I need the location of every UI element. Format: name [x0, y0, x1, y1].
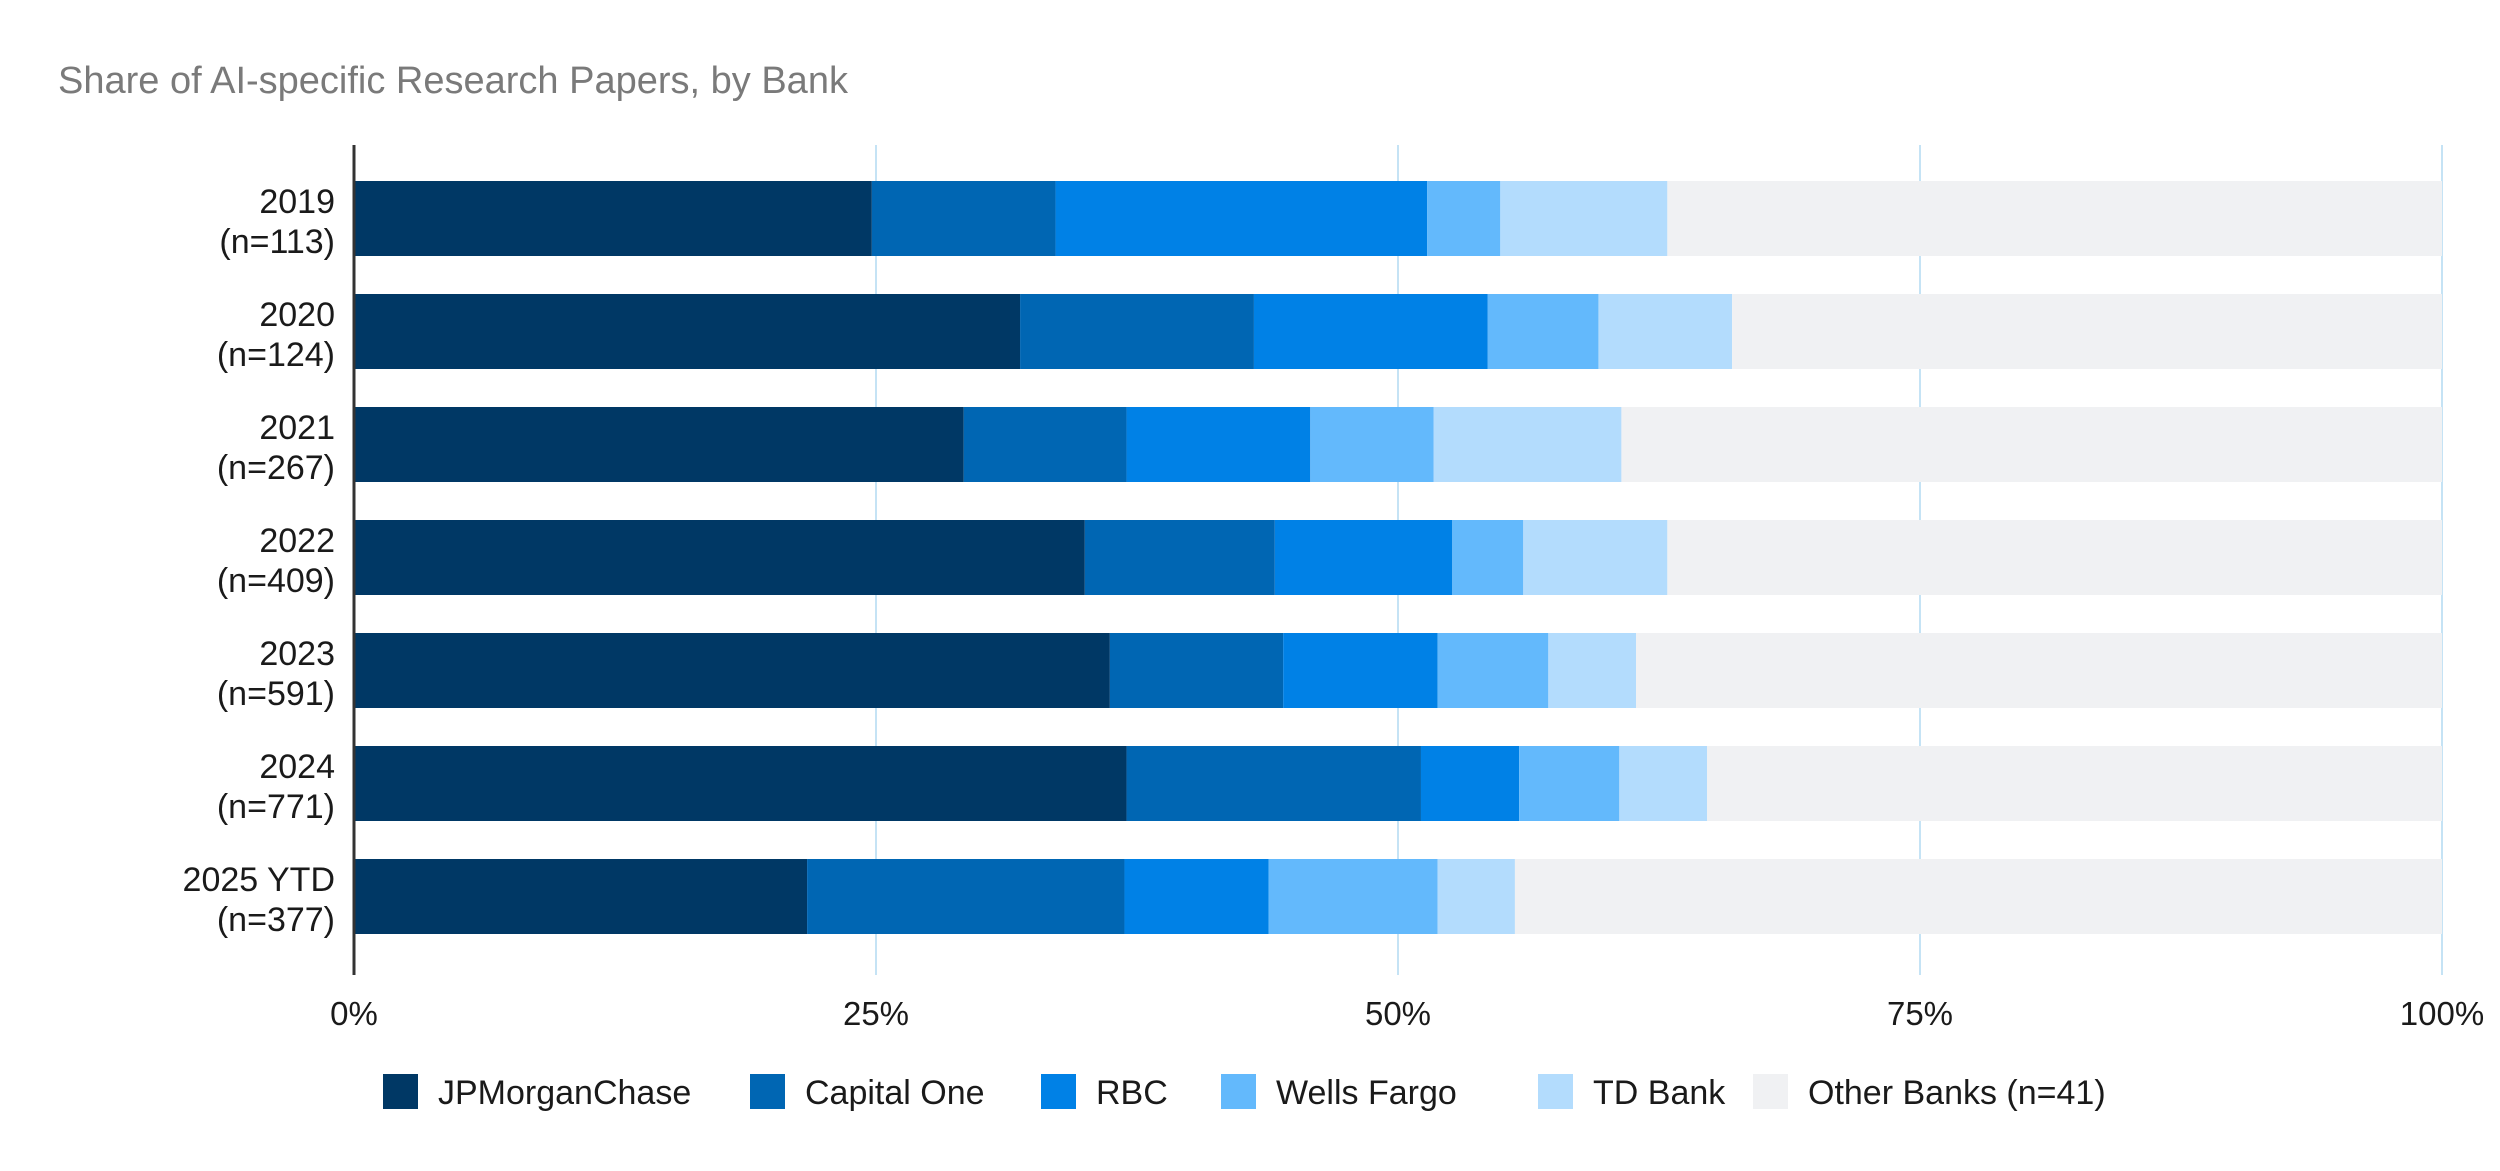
legend-label: Wells Fargo: [1276, 1074, 1457, 1112]
bar-segment: [1283, 633, 1438, 708]
legend-swatch: [383, 1074, 418, 1109]
category-count-label: (n=113): [219, 223, 335, 261]
bar-segment: [1732, 294, 2442, 369]
chart-title: Share of AI-specific Research Papers, by…: [58, 60, 849, 102]
category-labels: 2019(n=113)2020(n=124)2021(n=267)2022(n=…: [183, 183, 335, 939]
category-label: 2021: [259, 409, 335, 447]
bar-segments: [354, 181, 2442, 934]
bar-segment: [354, 181, 872, 256]
bar-segment: [354, 294, 1021, 369]
legend-label: Capital One: [805, 1074, 985, 1112]
legend-swatch: [750, 1074, 785, 1109]
bar-segment: [1020, 294, 1254, 369]
bar-segment: [354, 859, 808, 934]
bar-segment: [1487, 294, 1599, 369]
x-tick-labels: 0% 25% 50% 75% 100%: [330, 995, 2484, 1032]
category-count-label: (n=124): [217, 336, 335, 374]
legend-label: TD Bank: [1593, 1074, 1726, 1112]
legend-label: RBC: [1096, 1074, 1168, 1112]
category-label: 2022: [259, 522, 335, 560]
bar-segment: [1055, 181, 1428, 256]
x-tick-label: 100%: [2400, 995, 2484, 1032]
category-count-label: (n=409): [217, 562, 335, 600]
bar-segment: [1420, 746, 1520, 821]
legend: JPMorganChase Capital One RBC Wells Fargo TD…: [383, 1074, 2106, 1112]
category-label: 2024: [259, 748, 335, 786]
category-count-label: (n=267): [217, 449, 335, 487]
bar-segment: [1437, 859, 1515, 934]
category-count-label: (n=377): [217, 901, 335, 939]
bar-segment: [1433, 407, 1622, 482]
category-count-label: (n=771): [217, 788, 335, 826]
legend-swatch: [1041, 1074, 1076, 1109]
bar-segment: [1667, 520, 2442, 595]
legend-label: JPMorganChase: [438, 1074, 691, 1112]
category-label: 2023: [259, 635, 335, 673]
category-label: 2025 YTD: [183, 861, 335, 899]
bar-segment: [1274, 520, 1453, 595]
legend-swatch: [1753, 1074, 1788, 1109]
bar-segment: [871, 181, 1056, 256]
bar-segment: [1619, 746, 1708, 821]
bar-segment: [1109, 633, 1284, 708]
bar-segment: [1126, 407, 1311, 482]
bar-segment: [1310, 407, 1434, 482]
bar-segment: [1523, 520, 1668, 595]
category-label: 2019: [259, 183, 335, 221]
bar-segment: [1514, 859, 2442, 934]
bar-segment: [1519, 746, 1620, 821]
bar-segment: [354, 746, 1127, 821]
category-count-label: (n=591): [217, 675, 335, 713]
bar-segment: [1437, 633, 1549, 708]
bar-segment: [1126, 746, 1421, 821]
bar-segment: [354, 633, 1110, 708]
bar-segment: [1598, 294, 1733, 369]
bar-segment: [1636, 633, 2442, 708]
bar-segment: [1084, 520, 1275, 595]
bar-segment: [1707, 746, 2442, 821]
bar-segment: [1548, 633, 1637, 708]
x-tick-label: 0%: [330, 995, 378, 1032]
bar-segment: [1452, 520, 1524, 595]
legend-swatch: [1221, 1074, 1256, 1109]
bar-segment: [963, 407, 1127, 482]
bar-segment: [1427, 181, 1501, 256]
bar-segment: [807, 859, 1125, 934]
x-tick-label: 75%: [1887, 995, 1953, 1032]
bar-segment: [1500, 181, 1668, 256]
bar-segment: [354, 520, 1085, 595]
x-tick-label: 50%: [1365, 995, 1431, 1032]
bar-segment: [354, 407, 964, 482]
category-label: 2020: [259, 296, 335, 334]
bar-segment: [1253, 294, 1488, 369]
legend-swatch: [1538, 1074, 1573, 1109]
legend-label: Other Banks (n=41): [1808, 1074, 2106, 1112]
bar-segment: [1667, 181, 2442, 256]
bar-segment: [1124, 859, 1269, 934]
x-tick-label: 25%: [843, 995, 909, 1032]
bar-segment: [1268, 859, 1438, 934]
bar-segment: [1621, 407, 2442, 482]
